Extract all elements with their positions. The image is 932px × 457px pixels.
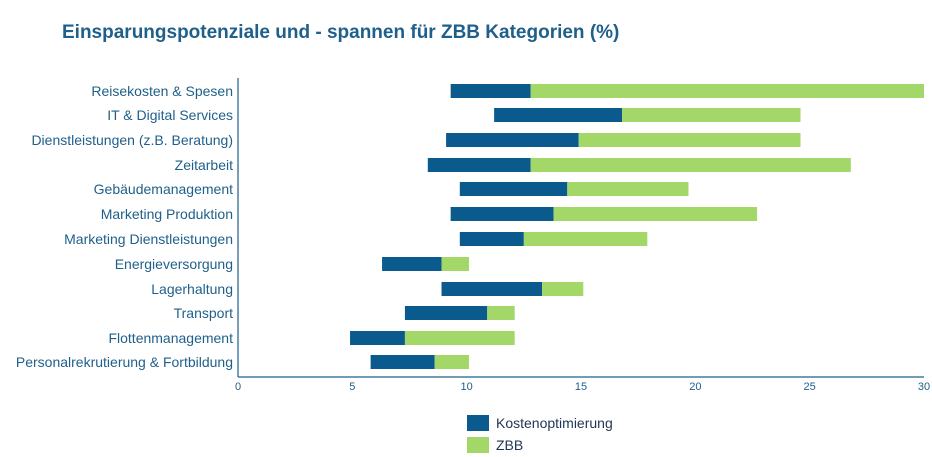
bar-kostenoptimierung [459,182,568,196]
category-label: IT & Digital Services [107,107,233,123]
category-label: Transport [174,305,234,321]
legend: Kostenoptimierung ZBB [467,412,613,456]
category-label: Lagerhaltung [151,281,233,297]
bar-zbb [553,207,758,221]
x-axis-ticks: 0 5 10 15 20 25 30 [235,381,930,393]
legend-label: Kostenoptimierung [496,415,613,431]
bar-kostenoptimierung [450,84,531,98]
bar-zbb [404,331,515,345]
bars-group [350,84,924,369]
category-label: Zeitarbeit [175,157,233,173]
bar-kostenoptimierung [494,108,623,122]
bar-zbb [578,133,801,147]
x-tick-label: 20 [689,381,701,393]
legend-item-kostenoptimierung: Kostenoptimierung [467,412,613,434]
legend-swatch-kostenoptimierung [467,415,489,431]
category-label: Energieversorgung [115,256,233,272]
category-label: Marketing Produktion [101,206,233,222]
bar-kostenoptimierung [370,355,435,369]
chart-plot: Reisekosten & Spesen IT & Digital Service… [16,78,930,393]
category-label: Dienstleistungen (z.B. Beratung) [31,132,233,148]
category-label: Marketing Dienstleistungen [64,231,233,247]
bar-zbb [530,158,851,172]
x-tick-label: 5 [349,381,355,393]
bar-zbb [523,232,648,246]
legend-label: ZBB [496,437,524,453]
x-tick-label: 30 [918,381,930,393]
bar-kostenoptimierung [441,282,543,296]
x-tick-label: 25 [804,381,816,393]
bar-zbb [622,108,801,122]
bar-kostenoptimierung [350,331,405,345]
bar-zbb [487,306,515,320]
x-tick-label: 15 [575,381,587,393]
chart-title: Einsparungspotenziale und - spannen für … [62,22,620,43]
bar-zbb [530,84,924,98]
bar-kostenoptimierung [459,232,524,246]
bar-kostenoptimierung [450,207,554,221]
bar-kostenoptimierung [404,306,488,320]
bar-zbb [441,257,469,271]
bar-zbb [434,355,469,369]
legend-item-zbb: ZBB [467,434,613,456]
x-tick-label: 10 [461,381,473,393]
legend-swatch-zbb [467,437,489,453]
category-label: Flottenmanagement [108,330,233,346]
x-tick-label: 0 [235,381,241,393]
bar-zbb [542,282,584,296]
category-labels: Reisekosten & Spesen IT & Digital Service… [16,83,233,370]
bar-kostenoptimierung [427,158,531,172]
bar-kostenoptimierung [382,257,442,271]
category-label: Reisekosten & Spesen [91,83,233,99]
category-label: Gebäudemanagement [94,181,233,197]
category-label: Personalrekrutierung & Fortbildung [16,354,233,370]
bar-kostenoptimierung [446,133,579,147]
bar-zbb [567,182,689,196]
